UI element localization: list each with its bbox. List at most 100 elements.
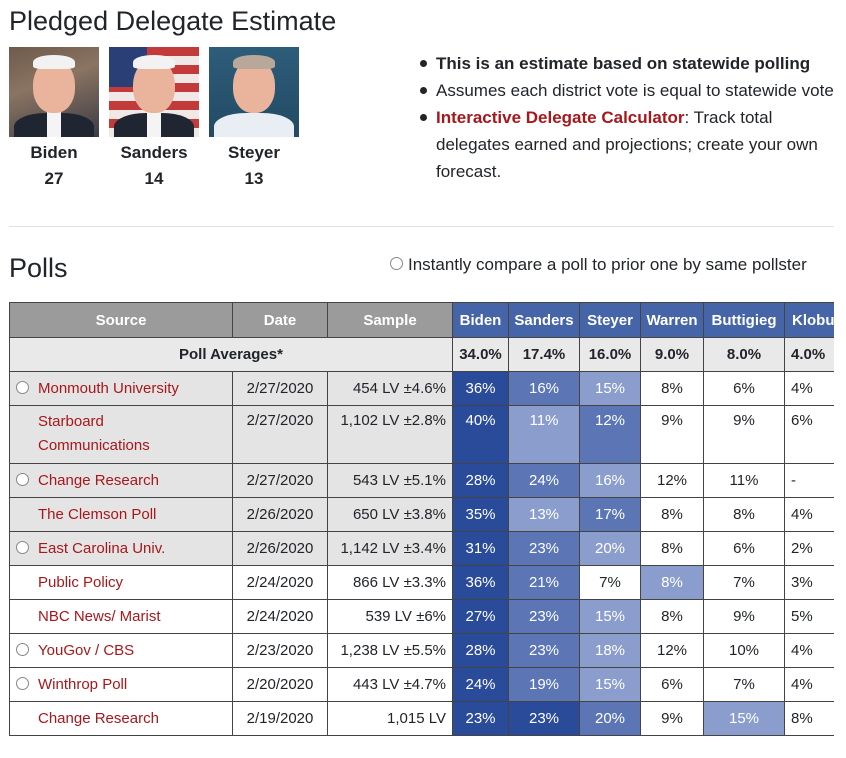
- poll-row: Winthrop Poll 2/20/2020 443 LV ±4.7% 24% 19%…: [9, 667, 834, 702]
- note-estimate: This is an estimate based on statewide p…: [414, 50, 834, 77]
- poll-date: 2/26/2020: [232, 497, 328, 532]
- poll-value-biden: 35%: [452, 497, 509, 532]
- candidate-name: Steyer: [228, 143, 280, 162]
- note-calculator: Interactive Delegate Calculator: Track t…: [414, 104, 834, 185]
- sanders-photo: [109, 47, 199, 137]
- poll-value-warren: 9%: [640, 405, 704, 464]
- poll-value-sanders: 11%: [508, 405, 580, 464]
- poll-source-link[interactable]: East Carolina Univ.: [38, 540, 166, 557]
- calculator-description: : Track total delegates earned and proje…: [436, 108, 818, 181]
- compare-toggle[interactable]: Instantly compare a poll to prior one by…: [390, 255, 807, 275]
- poll-sample: 1,238 LV ±5.5%: [327, 633, 453, 668]
- avg-value: 9.0%: [640, 337, 704, 372]
- poll-value-steyer: 18%: [579, 633, 641, 668]
- poll-sample: 1,142 LV ±3.4%: [327, 531, 453, 566]
- compare-poll-radio-icon[interactable]: [16, 380, 29, 394]
- polls-table-container[interactable]: Source Date Sample Biden Sanders Steyer …: [9, 302, 834, 758]
- poll-row: Monmouth University 2/27/2020 454 LV ±4.6%…: [9, 371, 834, 406]
- polls-title: Polls: [9, 253, 68, 283]
- poll-value-biden: 24%: [452, 667, 509, 702]
- poll-value-sanders: 23%: [508, 531, 580, 566]
- avg-value: 8.0%: [703, 337, 785, 372]
- poll-value-warren: 8%: [640, 599, 704, 634]
- poll-source-link[interactable]: Winthrop Poll: [38, 676, 128, 693]
- poll-row: Change Research 2/19/2020 1,015 LV 23% 23% 20…: [9, 701, 834, 736]
- poll-value-buttigieg: 8%: [703, 497, 785, 532]
- avg-value: 4.0%: [784, 337, 834, 372]
- poll-source-link[interactable]: Monmouth University: [38, 380, 179, 397]
- compare-poll-radio-icon[interactable]: [16, 676, 29, 690]
- steyer-photo: [209, 47, 299, 137]
- poll-value-steyer: 15%: [579, 599, 641, 634]
- poll-value-klobuchar: 4%: [784, 371, 834, 406]
- poll-value-biden: 28%: [452, 633, 509, 668]
- col-header-source[interactable]: Source: [9, 302, 233, 338]
- poll-date: 2/23/2020: [232, 633, 328, 668]
- col-header-biden[interactable]: Biden: [452, 302, 509, 338]
- poll-value-klobuchar: 4%: [784, 633, 834, 668]
- poll-source-cell: NBC News/ Marist: [9, 599, 233, 634]
- poll-value-steyer: 7%: [579, 565, 641, 600]
- poll-value-klobuchar: -: [784, 463, 834, 498]
- poll-source-link[interactable]: NBC News/ Marist: [38, 608, 161, 625]
- poll-source-cell: Winthrop Poll: [9, 667, 233, 702]
- col-header-klobuchar[interactable]: Klobuchar: [784, 302, 834, 338]
- poll-value-steyer: 20%: [579, 531, 641, 566]
- compare-label: Instantly compare a poll to prior one by…: [408, 255, 807, 274]
- poll-date: 2/19/2020: [232, 701, 328, 736]
- poll-value-warren: 6%: [640, 667, 704, 702]
- poll-value-biden: 36%: [452, 371, 509, 406]
- poll-source-link[interactable]: The Clemson Poll: [38, 506, 157, 523]
- col-header-warren[interactable]: Warren: [640, 302, 704, 338]
- poll-value-biden: 23%: [452, 701, 509, 736]
- poll-value-buttigieg: 7%: [703, 667, 785, 702]
- poll-row: Change Research 2/27/2020 543 LV ±5.1% 28% 2…: [9, 463, 834, 498]
- compare-poll-radio-icon[interactable]: [16, 642, 29, 656]
- poll-source-link[interactable]: Change Research: [38, 472, 159, 489]
- poll-source-link[interactable]: Public Policy: [38, 574, 124, 591]
- col-header-buttigieg[interactable]: Buttigieg: [703, 302, 785, 338]
- section-divider: [9, 226, 834, 227]
- poll-row: Starboard Communications 2/27/2020 1,102 L…: [9, 405, 834, 464]
- poll-value-warren: 9%: [640, 701, 704, 736]
- poll-source-cell: Change Research: [9, 701, 233, 736]
- col-header-sample[interactable]: Sample: [327, 302, 453, 338]
- col-header-sanders[interactable]: Sanders: [508, 302, 580, 338]
- poll-averages-row: Poll Averages* 34.0% 17.4% 16.0% 9.0% 8.…: [9, 337, 834, 372]
- poll-value-steyer: 15%: [579, 371, 641, 406]
- compare-poll-radio-icon[interactable]: [16, 540, 29, 554]
- poll-row: The Clemson Poll 2/26/2020 650 LV ±3.8% 35%…: [9, 497, 834, 532]
- poll-source-cell: YouGov / CBS: [9, 633, 233, 668]
- poll-date: 2/27/2020: [232, 463, 328, 498]
- poll-value-sanders: 21%: [508, 565, 580, 600]
- compare-radio-icon[interactable]: [390, 257, 403, 271]
- poll-value-steyer: 16%: [579, 463, 641, 498]
- poll-source-cell: Public Policy: [9, 565, 233, 600]
- poll-source-cell: East Carolina Univ.: [9, 531, 233, 566]
- poll-value-buttigieg: 15%: [703, 701, 785, 736]
- poll-source-link[interactable]: Starboard Communications: [38, 413, 150, 454]
- poll-value-klobuchar: 4%: [784, 497, 834, 532]
- poll-sample: 650 LV ±3.8%: [327, 497, 453, 532]
- poll-value-biden: 36%: [452, 565, 509, 600]
- delegate-calculator-link[interactable]: Interactive Delegate Calculator: [436, 108, 685, 127]
- poll-value-steyer: 17%: [579, 497, 641, 532]
- poll-value-klobuchar: 2%: [784, 531, 834, 566]
- poll-source-cell: Change Research: [9, 463, 233, 498]
- col-header-date[interactable]: Date: [232, 302, 328, 338]
- poll-value-biden: 40%: [452, 405, 509, 464]
- poll-source-link[interactable]: Change Research: [38, 710, 159, 727]
- poll-sample: 443 LV ±4.7%: [327, 667, 453, 702]
- poll-sample: 866 LV ±3.3%: [327, 565, 453, 600]
- poll-row: NBC News/ Marist 2/24/2020 539 LV ±6% 27% 23…: [9, 599, 834, 634]
- delegate-count: 13: [244, 169, 264, 188]
- compare-poll-radio-icon[interactable]: [16, 472, 29, 486]
- avg-value: 16.0%: [579, 337, 641, 372]
- col-header-steyer[interactable]: Steyer: [579, 302, 641, 338]
- poll-value-klobuchar: 5%: [784, 599, 834, 634]
- note-assumes: Assumes each district vote is equal to s…: [414, 77, 834, 104]
- poll-source-link[interactable]: YouGov / CBS: [38, 642, 135, 659]
- poll-value-sanders: 24%: [508, 463, 580, 498]
- delegate-count: 14: [144, 169, 164, 188]
- delegate-estimate-title: Pledged Delegate Estimate: [9, 6, 337, 36]
